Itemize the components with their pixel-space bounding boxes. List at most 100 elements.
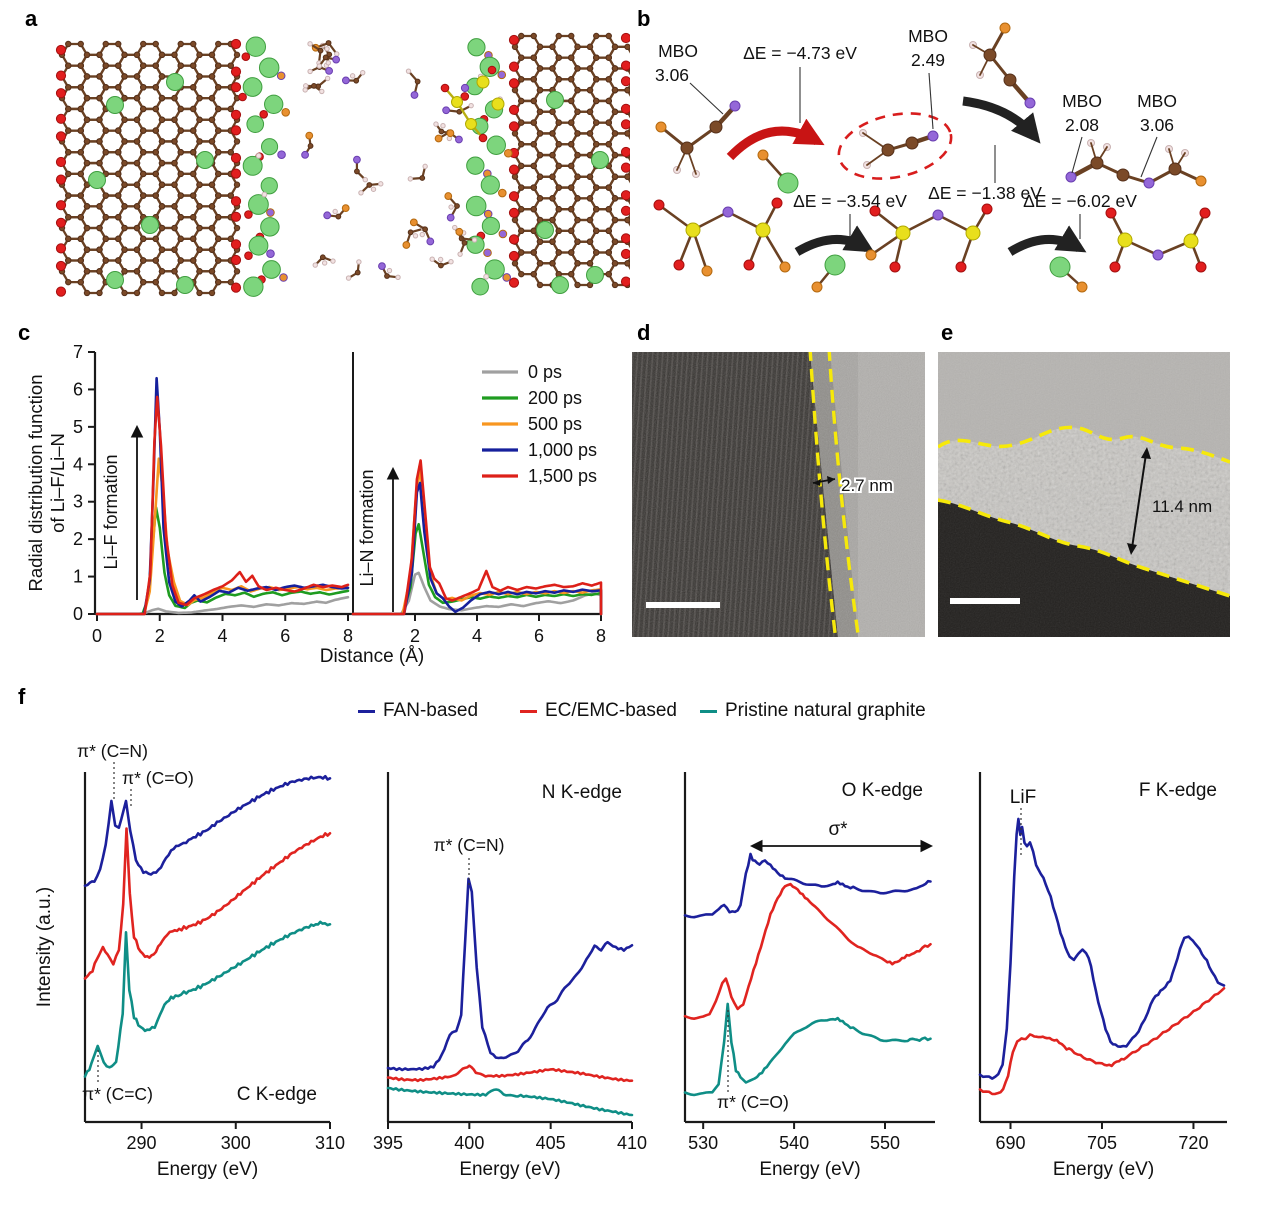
annotation-pi-cc-c: π* (C=C): [82, 1084, 153, 1104]
rdf-x-tick-label: 8: [596, 626, 606, 646]
rdf-x-tick-label: 6: [280, 626, 290, 646]
annotation-pi-cn-n: π* (C=N): [434, 835, 505, 855]
rdf-y-tick-label: 7: [73, 342, 83, 362]
reaction-intermediate-highlight: [837, 112, 953, 180]
xas-curve-o-ECEMC-based: [683, 882, 932, 1020]
xas-curve-n-ECEMC-based: [386, 1064, 634, 1083]
xas-curve-o-FAN-based: [683, 852, 932, 919]
lin-formation-annotation: Li–N formation: [357, 469, 377, 586]
rdf-legend-label: 0 ps: [528, 362, 562, 382]
xas-x-tick-label: 405: [536, 1133, 566, 1153]
xas-x-tick-label: 310: [315, 1133, 345, 1153]
sei-boundary-outer: [827, 352, 861, 637]
mbo2-label: MBO: [908, 26, 948, 46]
mbo2-value: 2.49: [911, 50, 945, 70]
xas-x-tick-label: 290: [127, 1133, 157, 1153]
rdf-x-tick-label: 4: [217, 626, 227, 646]
rdf-y-tick-label: 5: [73, 417, 83, 437]
xas-x-axis-label: Energy (eV): [1053, 1159, 1154, 1180]
xas-x-tick-label: 395: [373, 1133, 403, 1153]
mbo1-value: 3.06: [655, 65, 689, 85]
xas-curve-n-FAN-based: [386, 877, 634, 1072]
rdf-y-tick-label: 0: [73, 604, 83, 624]
rdf-y-tick-label: 2: [73, 529, 83, 549]
panel-a-label: a: [25, 6, 38, 31]
rdf-legend-label: 200 ps: [528, 388, 582, 408]
rdf-legend-label: 1,500 ps: [528, 466, 597, 486]
xas-charts: 290 300 310 Energy (eV) 395 400 405 410 Energy (…: [34, 741, 1227, 1180]
md-art: [55, 32, 630, 297]
rdf-x-tick-label: 2: [155, 626, 165, 646]
xas-curve-c-ECEMC-based: [83, 827, 332, 980]
mbo3-label: MBO: [1062, 91, 1102, 111]
legend-item-pristine: Pristine natural graphite: [700, 700, 926, 722]
xas-x-tick-label: 550: [870, 1133, 900, 1153]
rdf-x-tick-label: 0: [92, 626, 102, 646]
sei-boundary-top: [938, 425, 1230, 464]
mbo1-label: MBO: [658, 41, 698, 61]
xas-curve-f-FAN-based: [978, 817, 1226, 1080]
plot-title-c-kedge: C K-edge: [237, 1084, 317, 1105]
rdf-curve-1500ps: [351, 459, 603, 616]
xas-x-tick-label: 720: [1178, 1133, 1208, 1153]
annotation-lif: LiF: [1010, 787, 1036, 808]
xas-x-tick-label: 400: [454, 1133, 484, 1153]
thickness-arrow-e: [1127, 447, 1151, 555]
reaction-arrow-icon: [726, 118, 825, 161]
xas-y-axis-label: Intensity (a.u.): [34, 887, 55, 1007]
ecemc-legend-label: EC/EMC-based: [545, 700, 677, 721]
xas-curve-f-ECEMC-based: [978, 987, 1226, 1096]
sei-band-left: [238, 36, 290, 297]
xas-x-axis-label: Energy (eV): [157, 1159, 258, 1180]
fan-legend-dash-icon: [358, 710, 375, 714]
xas-x-tick-label: 300: [221, 1133, 251, 1153]
panel-f-label: f: [18, 684, 26, 709]
rdf-curve-200ps: [95, 506, 350, 616]
mbo3-value: 2.08: [1065, 115, 1099, 135]
panel-b-label: b: [637, 6, 651, 31]
rdf-y-axis-label-line1: Radial distribution function: [25, 375, 46, 592]
solvent-molecules: [301, 40, 478, 281]
legend-item-ecemc: EC/EMC-based: [520, 700, 677, 722]
rdf-x-tick-label: 8: [343, 626, 353, 646]
pristine-legend-label: Pristine natural graphite: [725, 700, 926, 721]
xas-curve-o-Pristinenaturalgraphite: [683, 1002, 932, 1097]
xas-x-tick-label: 540: [779, 1133, 809, 1153]
xas-plot-c: 290 300 310 Energy (eV): [83, 772, 345, 1180]
rdf-curve-200ps: [351, 522, 603, 616]
mbo4-label: MBO: [1137, 91, 1177, 111]
delta-e-1: ΔE = −4.73 eV: [743, 43, 857, 63]
plot-title-n-kedge: N K-edge: [542, 782, 622, 803]
rdf-y-axis-label-line2: of Li–F/Li–N: [47, 433, 68, 533]
rdf-legend-label: 1,000 ps: [528, 440, 597, 460]
rdf-legend: 0 ps 200 ps 500 ps 1,000 ps 1,500 ps: [482, 362, 597, 486]
reaction-arrow-icon: [962, 96, 1041, 144]
legend-item-fan: FAN-based: [358, 700, 478, 722]
tem-image-ecemc-sei: 11.4 nm: [938, 352, 1230, 637]
rdf-y-tick-label: 3: [73, 492, 83, 512]
rdf-y-tick-label: 1: [73, 567, 83, 587]
fan-legend-label: FAN-based: [383, 700, 479, 721]
pristine-legend-dash-icon: [700, 710, 717, 714]
oxygen-edge-atoms: [55, 32, 630, 297]
rdf-y-tick-label: 4: [73, 454, 83, 474]
rdf-y-tick-label: 6: [73, 379, 83, 399]
sei-boundary-bottom: [938, 498, 1230, 598]
xas-x-tick-label: 690: [995, 1133, 1025, 1153]
ecemc-legend-dash-icon: [520, 710, 537, 714]
plot-title-o-kedge: O K-edge: [842, 780, 923, 801]
plot-title-f-kedge: F K-edge: [1139, 780, 1217, 801]
rdf-curve-1000ps: [95, 376, 350, 616]
annotation-pi-co-c: π* (C=O): [122, 768, 194, 788]
rdf-curve-1500ps: [95, 395, 350, 616]
sei-boundary-inner: [808, 352, 838, 637]
thickness-value-e: 11.4 nm: [1152, 497, 1212, 516]
graphite-slab-left: [58, 40, 241, 297]
rdf-curve-0ps: [95, 595, 350, 616]
xas-x-axis-label: Energy (eV): [759, 1159, 860, 1180]
intercalated-lithium-atoms: [88, 73, 609, 294]
xas-x-tick-label: 410: [617, 1133, 647, 1153]
sei-band-right: [460, 38, 513, 296]
fsi-anion-molecule: [440, 83, 488, 143]
